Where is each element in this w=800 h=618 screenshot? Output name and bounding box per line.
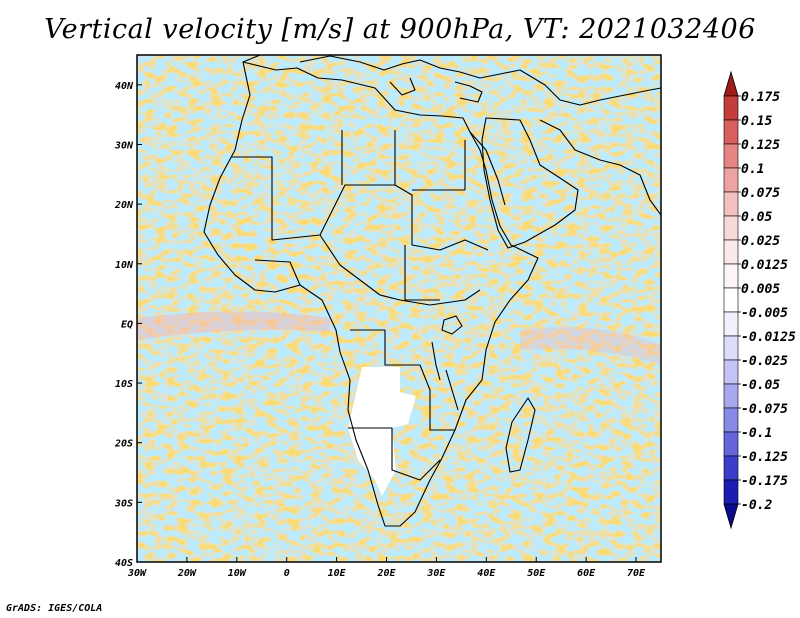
colorbar-label: 0.05 [741,210,772,225]
colorbar-label: -0.1 [741,426,772,441]
vertical-velocity-field [137,55,661,562]
colorbar-swatch [723,239,739,265]
colorbar-swatch [723,287,739,313]
colorbar-swatch [723,455,739,481]
latitude-axis: 40S 30S 20S 10S EQ 10N 20N 30N 40N [114,81,142,569]
colorbar-swatch [723,143,739,169]
colorbar-label: 0.15 [741,114,772,129]
colorbar-swatch [723,263,739,289]
x-tick-label: 20E [376,568,396,579]
x-tick-label: 0 [284,568,290,579]
x-tick-label: 30W [127,568,147,579]
colorbar-swatch [723,191,739,217]
y-tick-label: 10N [115,260,134,271]
no-data-region-angola [348,367,416,428]
longitude-axis: 30W 20W 10W 0 10E 20E 30E 40E 50E 60E 70E [127,557,646,579]
y-tick-label: 10S [115,379,133,390]
x-tick-label: 20W [177,568,197,579]
colorbar-swatch [723,95,739,121]
colorbar-label: -0.075 [741,402,788,417]
colorbar-swatch [723,167,739,193]
y-tick-label: 20N [114,200,134,211]
colorbar-max-arrow [723,70,739,97]
colorbar-swatch [723,407,739,433]
y-tick-label: 30N [114,140,134,151]
colorbar-swatch [723,359,739,385]
colorbar-label: -0.025 [741,354,788,369]
colorbar-label: 0.025 [741,234,780,249]
colorbar-swatch [723,335,739,361]
colorbar-swatch [723,119,739,145]
colorbar-swatch [723,479,739,505]
colorbar-label: 0.005 [741,282,780,297]
x-tick-label: 10E [328,568,347,579]
colorbar-label: -0.125 [741,450,788,465]
y-tick-label: EQ [121,319,133,330]
map-frame [136,54,662,563]
colorbar-label: -0.175 [741,474,788,489]
colorbar-labels: 0.175 0.15 0.125 0.1 0.075 0.05 0.025 0.0125 0.0… [738,90,796,513]
colorbar-swatch [723,431,739,457]
colorbar-label: 0.075 [741,186,780,201]
no-data-region-southern [348,428,396,496]
x-tick-label: 30E [426,568,446,579]
map-title: Vertical velocity [m/s] at 900hPa, VT: 2… [44,14,756,45]
x-tick-label: 40E [477,568,496,579]
colorbar-label: 0.0125 [741,258,788,273]
colorbar-label: -0.2 [741,498,772,513]
colorbar-label: -0.0125 [741,330,796,345]
colorbar-swatch [723,215,739,241]
colorbar-label: 0.1 [741,162,764,177]
y-tick-label: 40S [115,558,133,569]
colorbar [723,70,739,530]
x-tick-label: 50E [527,568,546,579]
y-tick-label: 20S [114,439,133,450]
colorbar-label: -0.05 [741,378,780,393]
colorbar-min-arrow [723,503,739,530]
y-tick-label: 40N [115,81,134,92]
coastlines [203,55,661,527]
colorbar-label: 0.175 [741,90,780,105]
x-tick-label: 70E [627,568,646,579]
colorbar-label: 0.125 [741,138,780,153]
colorbar-swatch [723,383,739,409]
colorbar-swatch [723,311,739,337]
x-tick-label: 60E [577,568,596,579]
colorbar-label: -0.005 [741,306,788,321]
y-tick-label: 30S [114,498,133,509]
credit-text: GrADS: IGES/COLA [6,603,103,614]
x-tick-label: 10W [228,568,247,579]
